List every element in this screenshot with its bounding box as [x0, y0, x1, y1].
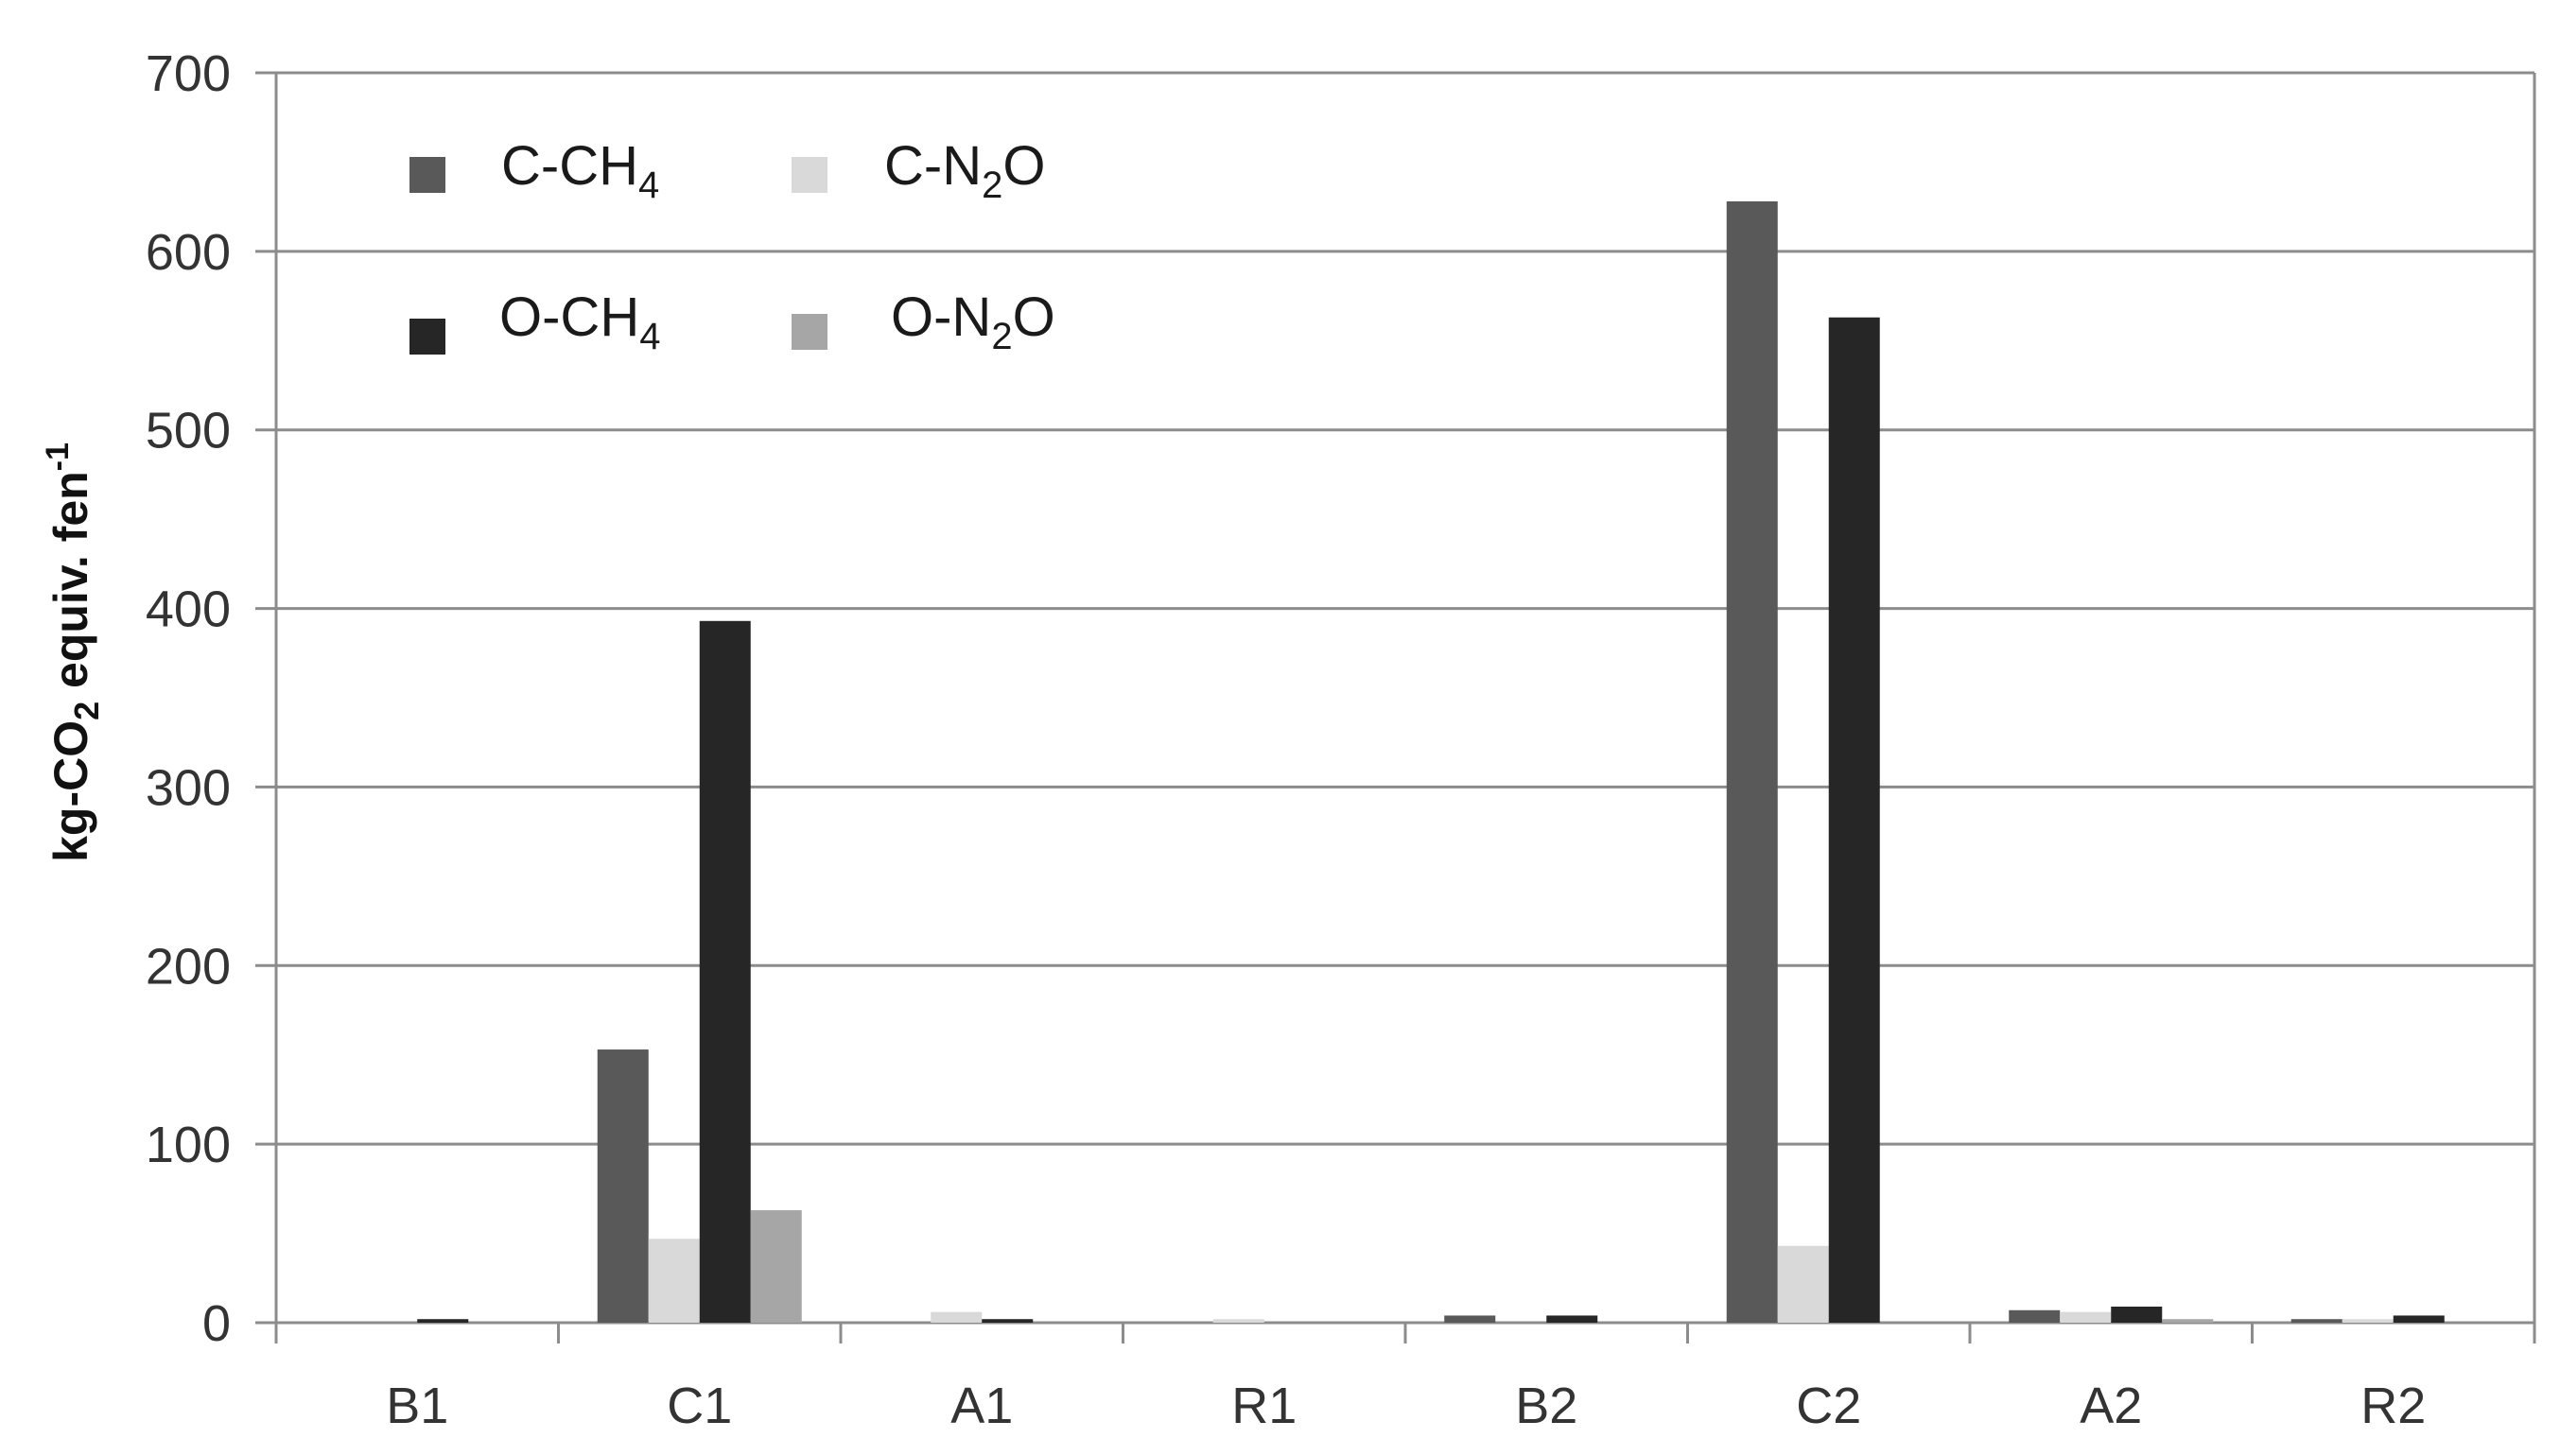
x-tick-label: A2 — [2080, 1378, 2142, 1434]
x-tick-label: C2 — [1796, 1378, 1861, 1434]
gridlines — [276, 71, 2534, 1325]
legend-swatch — [409, 319, 445, 355]
legend-label: O-N2O — [891, 286, 1055, 357]
legend-swatch — [792, 157, 827, 193]
y-tick-label: 100 — [146, 1117, 231, 1173]
legend: C-CH4 C-N2O O-CH4 O-N2O — [409, 135, 1055, 357]
bar — [2009, 1309, 2061, 1323]
bar — [1212, 1319, 1264, 1323]
legend-label: C-N2O — [884, 135, 1045, 206]
x-tick-label: R2 — [2360, 1378, 2426, 1434]
x-tick-labels: B1 C1 A1 R1 B2 C2 A2 R2 — [386, 1378, 2426, 1434]
bars — [417, 200, 2445, 1324]
bar — [982, 1319, 1034, 1323]
bar — [699, 620, 751, 1323]
bar — [750, 1210, 802, 1323]
y-tick-label: 600 — [146, 224, 231, 281]
y-tick-labels: 0 100 200 300 400 500 600 700 — [146, 45, 231, 1352]
y-axis-label: kg-CO2 equiv. fen-1 — [40, 442, 106, 862]
legend-swatch — [792, 314, 827, 350]
bar — [1546, 1315, 1598, 1323]
y-tick-label: 700 — [146, 45, 231, 102]
legend-label: O-CH4 — [499, 286, 660, 357]
bar — [2342, 1319, 2394, 1323]
bar — [417, 1319, 469, 1323]
x-tick-label: R1 — [1231, 1378, 1297, 1434]
bar — [2111, 1307, 2163, 1323]
y-tick-label: 500 — [146, 403, 231, 459]
bar — [1726, 200, 1778, 1323]
bar — [1444, 1315, 1496, 1323]
bar — [2060, 1311, 2112, 1323]
y-tick-label: 0 — [202, 1295, 231, 1352]
y-tick-label: 400 — [146, 581, 231, 638]
x-tick-label: C1 — [667, 1378, 732, 1434]
x-tick-label: A1 — [950, 1378, 1013, 1434]
bar — [648, 1239, 700, 1323]
legend-swatch — [409, 157, 445, 193]
y-tick-label: 300 — [146, 759, 231, 816]
bar — [1777, 1245, 1829, 1323]
legend-label: C-CH4 — [501, 135, 659, 206]
x-tick-label: B1 — [386, 1378, 448, 1434]
bar — [2393, 1315, 2445, 1323]
x-tick-label: B2 — [1515, 1378, 1577, 1434]
bar — [2290, 1319, 2342, 1323]
y-tick-label: 200 — [146, 938, 231, 995]
bar — [1828, 317, 1880, 1324]
bar — [597, 1049, 649, 1323]
bar — [931, 1311, 983, 1323]
bar — [2162, 1319, 2214, 1323]
